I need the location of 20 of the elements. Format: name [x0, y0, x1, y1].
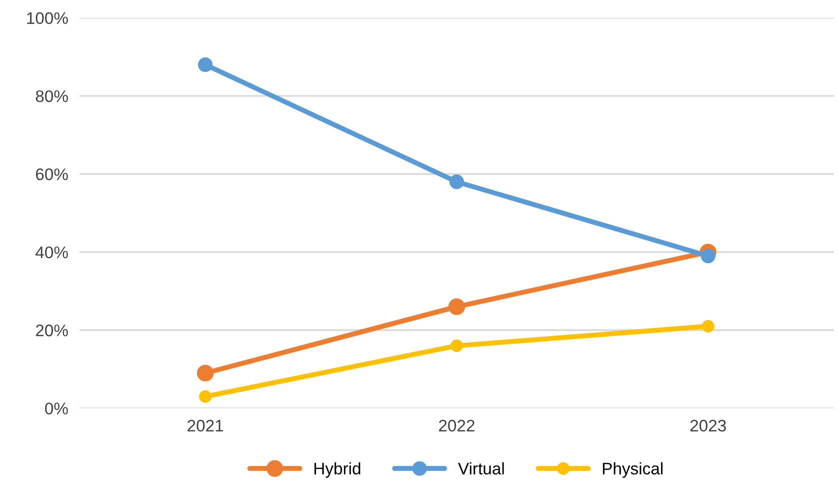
legend-label: Virtual [458, 462, 504, 474]
y-tick-label: 20% [36, 324, 68, 336]
point [199, 390, 212, 403]
legend-label: Hybrid [314, 462, 360, 478]
y-tick-label: 60% [36, 168, 68, 180]
x-tick-label: 2023 [690, 420, 726, 432]
x-tick-label: 2022 [439, 420, 474, 432]
legend-label: Physical [602, 462, 663, 478]
point [450, 340, 463, 352]
point [449, 174, 464, 190]
point [448, 298, 466, 316]
y-tick-label: 40% [36, 246, 68, 258]
y-tick-label: 100% [27, 12, 68, 24]
x-tick-label: 2021 [188, 420, 224, 432]
point [198, 57, 213, 72]
point [700, 248, 716, 264]
y-tick-label: 0% [45, 402, 68, 414]
point [196, 364, 214, 382]
y-tick-label: 80% [36, 90, 68, 102]
point [702, 320, 714, 332]
